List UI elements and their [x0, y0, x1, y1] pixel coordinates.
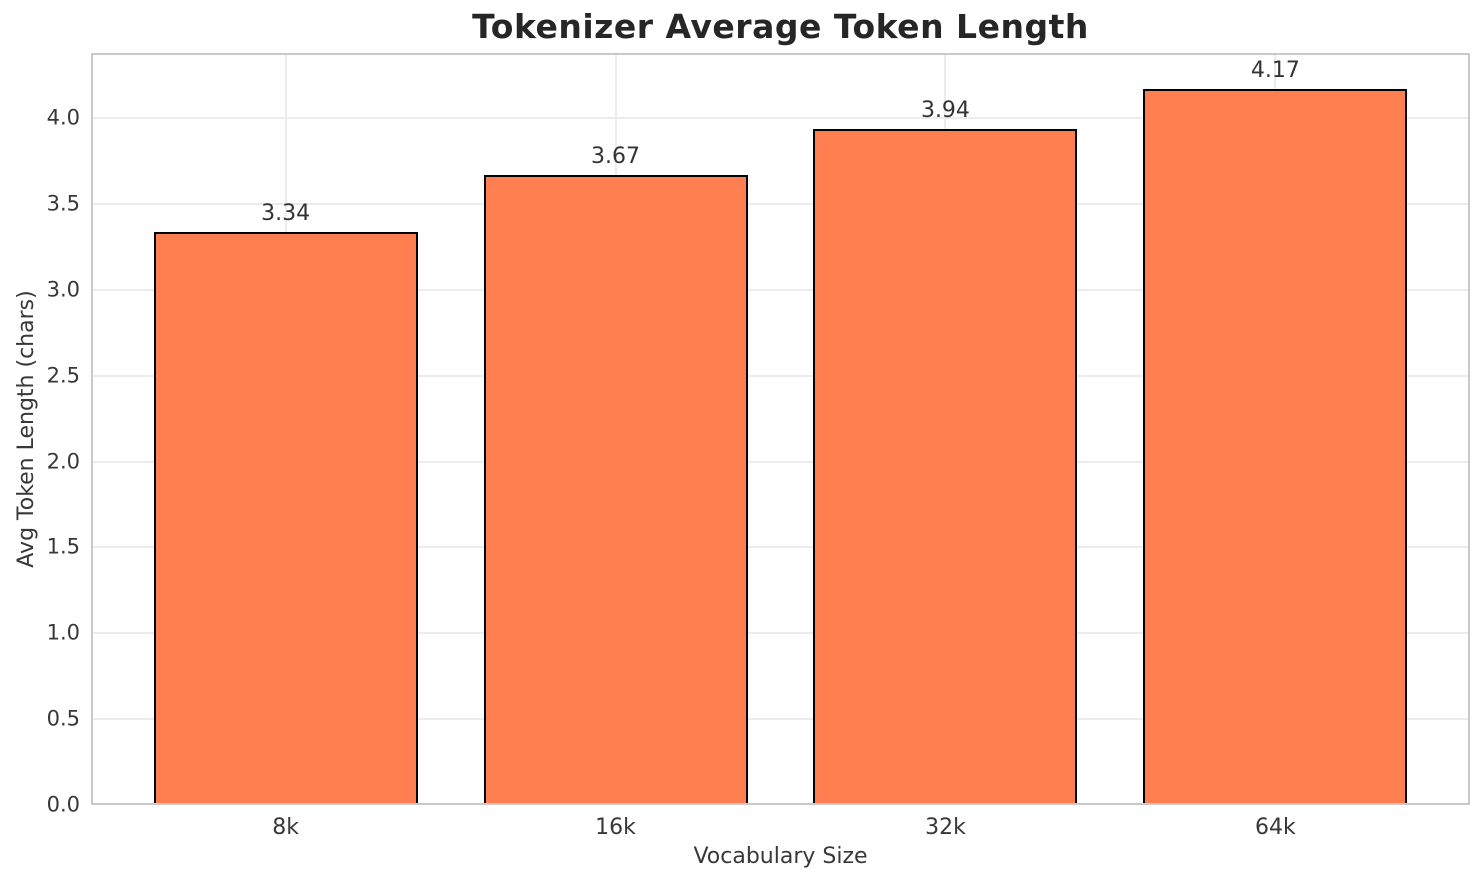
bar-64k [1143, 89, 1408, 805]
x-tick-label: 32k [925, 815, 966, 840]
y-tick-label: 0.0 [46, 792, 80, 817]
y-tick-label: 1.5 [46, 534, 80, 559]
x-tick-label: 16k [595, 815, 636, 840]
plot-area: 3.34 3.67 3.94 4.17 [91, 53, 1470, 805]
bar-value-label: 3.67 [591, 143, 641, 169]
y-tick-label: 1.0 [46, 620, 80, 645]
gridline-horizontal [91, 632, 1470, 635]
chart-title: Tokenizer Average Token Length [472, 7, 1089, 46]
gridline-horizontal [91, 460, 1470, 463]
bar-32k [813, 128, 1078, 805]
y-tick-label: 2.5 [46, 363, 80, 388]
y-axis-label: Avg Token Length (chars) [14, 290, 39, 568]
bar-value-label: 4.17 [1250, 58, 1300, 84]
bar-value-label: 3.34 [261, 200, 311, 226]
gridline-horizontal [91, 374, 1470, 377]
gridline-horizontal [91, 718, 1470, 721]
x-tick-label: 8k [272, 815, 300, 840]
x-tick-label: 64k [1254, 815, 1296, 840]
gridline-horizontal [91, 288, 1470, 291]
y-tick-label: 0.5 [46, 706, 80, 731]
gridline-horizontal [91, 203, 1470, 206]
bar-8k [153, 231, 418, 805]
gridline-horizontal [91, 546, 1470, 549]
y-tick-label: 2.0 [46, 449, 80, 474]
x-axis-label: Vocabulary Size [693, 844, 868, 869]
gridline-horizontal [91, 117, 1470, 120]
bar-value-label: 3.94 [920, 97, 970, 123]
bar-16k [483, 174, 748, 805]
y-tick-label: 4.0 [46, 105, 80, 130]
y-tick-label: 3.0 [46, 277, 80, 302]
y-tick-label: 3.5 [46, 191, 80, 216]
